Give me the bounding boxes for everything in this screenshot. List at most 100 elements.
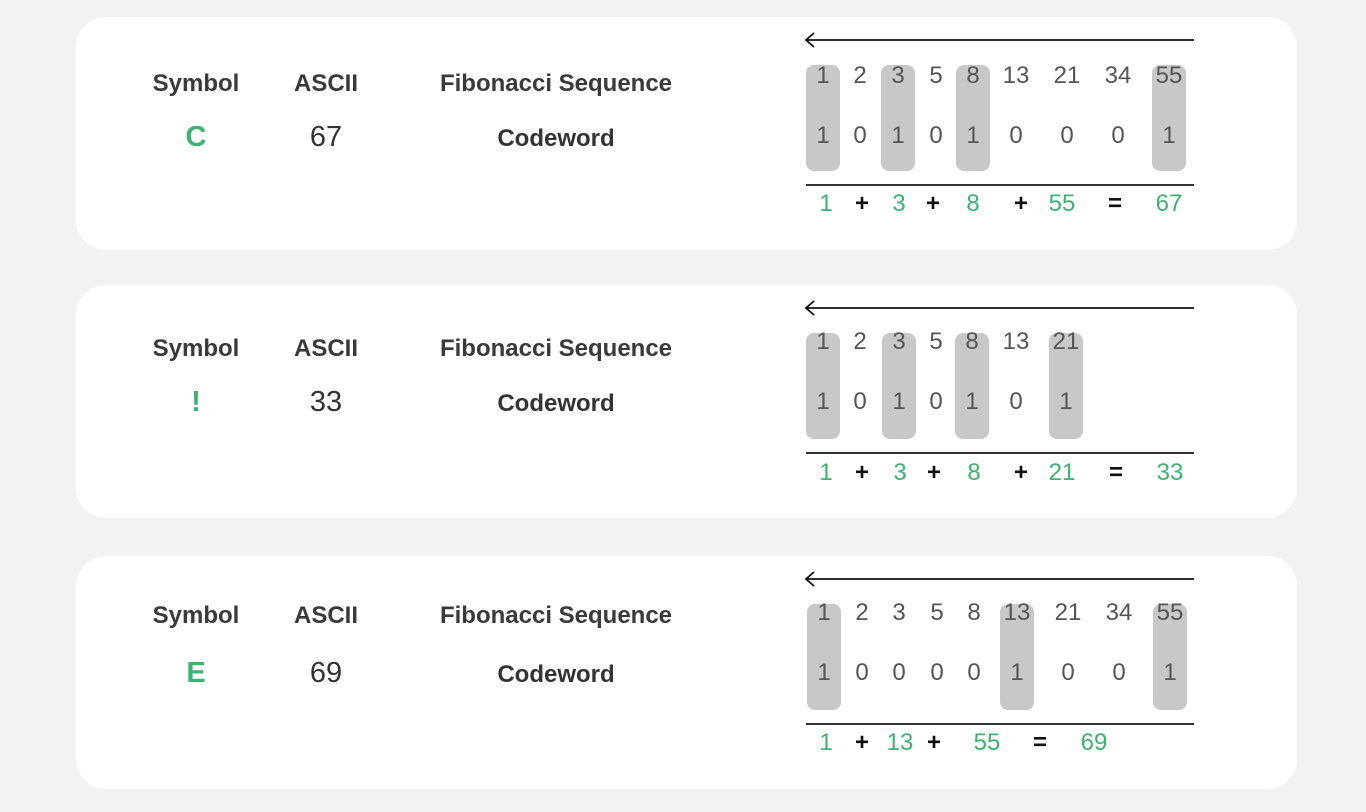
ascii-value: 67 — [309, 121, 343, 153]
sum-separator-line — [806, 452, 1194, 454]
fibonacci-term: 2 — [853, 328, 867, 355]
fibonacci-term: 2 — [853, 62, 867, 89]
selected-term-highlight — [1000, 604, 1034, 710]
fibonacci-term: 34 — [1104, 62, 1132, 89]
equation-operator: + — [1013, 190, 1029, 217]
codeword-bit: 0 — [930, 659, 944, 686]
codeword-bit: 1 — [816, 122, 830, 149]
fibonacci-term: 3 — [891, 62, 905, 89]
equation-term: 67 — [1155, 190, 1183, 217]
codeword-bit: 1 — [891, 122, 905, 149]
sum-separator-line — [806, 723, 1194, 725]
equation-operator: + — [926, 729, 942, 756]
codeword-bit: 1 — [965, 388, 979, 415]
equation-term: 3 — [893, 459, 907, 486]
fibonacci-term: 55 — [1156, 599, 1184, 626]
ascii-header: ASCII — [293, 335, 359, 362]
symbol-value: C — [185, 121, 207, 153]
codeword-label: Codeword — [497, 125, 615, 152]
symbol-header: Symbol — [152, 70, 240, 97]
fibonacci-term: 13 — [1003, 599, 1031, 626]
codeword-bit: 0 — [1060, 122, 1074, 149]
codeword-bit: 0 — [1009, 122, 1023, 149]
codeword-bit: 1 — [1162, 122, 1176, 149]
codeword-bit: 0 — [1112, 659, 1126, 686]
equation-term: 1 — [819, 190, 833, 217]
symbol-value: E — [186, 657, 206, 689]
ascii-value: 33 — [309, 386, 343, 418]
ascii-header: ASCII — [293, 602, 359, 629]
symbol-card: Symbol ASCII Fibonacci Sequence E 69 Codeword… — [76, 556, 1297, 789]
equation-operator: + — [854, 729, 870, 756]
fibonacci-term: 21 — [1053, 62, 1081, 89]
selected-term-highlight — [881, 65, 915, 171]
fibonacci-term: 5 — [929, 328, 943, 355]
fibonacci-term: 1 — [817, 599, 831, 626]
fibonacci-term: 8 — [967, 599, 981, 626]
codeword-bit: 0 — [855, 659, 869, 686]
symbol-value: ! — [191, 386, 201, 418]
equation-term: 1 — [819, 459, 833, 486]
sum-separator-line — [806, 184, 1194, 186]
codeword-label: Codeword — [497, 390, 615, 417]
equation-operator: + — [854, 190, 870, 217]
selected-term-highlight — [882, 333, 916, 439]
equation-term: 55 — [1048, 190, 1076, 217]
equation-operator: + — [925, 190, 941, 217]
ascii-value: 69 — [309, 657, 343, 689]
codeword-bit: 0 — [892, 659, 906, 686]
selected-term-highlight — [956, 65, 990, 171]
fibonacci-term: 1 — [816, 62, 830, 89]
equation-operator: = — [1032, 729, 1048, 756]
codeword-bit: 0 — [1111, 122, 1125, 149]
fibonacci-term: 55 — [1155, 62, 1183, 89]
symbol-header: Symbol — [152, 335, 240, 362]
codeword-bit: 1 — [1163, 659, 1177, 686]
fibonacci-sequence-header: Fibonacci Sequence — [439, 335, 673, 362]
codeword-bit: 0 — [929, 388, 943, 415]
fibonacci-term: 5 — [930, 599, 944, 626]
equation-term: 21 — [1048, 459, 1076, 486]
selected-term-highlight — [807, 604, 841, 710]
fibonacci-term: 8 — [965, 328, 979, 355]
equation-operator: + — [926, 459, 942, 486]
equation-term: 13 — [886, 729, 914, 756]
selected-term-highlight — [806, 333, 840, 439]
direction-arrow-icon — [804, 32, 1194, 48]
direction-arrow-icon — [804, 571, 1194, 587]
fibonacci-term: 5 — [929, 62, 943, 89]
equation-term: 1 — [819, 729, 833, 756]
selected-term-highlight — [806, 65, 840, 171]
equation-operator: + — [854, 459, 870, 486]
codeword-bit: 0 — [853, 388, 867, 415]
selected-term-highlight — [955, 333, 989, 439]
codeword-bit: 0 — [853, 122, 867, 149]
equation-term: 55 — [973, 729, 1001, 756]
equation-operator: = — [1108, 459, 1124, 486]
equation-term: 69 — [1080, 729, 1108, 756]
codeword-bit: 1 — [816, 388, 830, 415]
direction-arrow-icon — [804, 300, 1194, 316]
fibonacci-term: 13 — [1002, 62, 1030, 89]
codeword-bit: 0 — [1009, 388, 1023, 415]
equation-term: 3 — [892, 190, 906, 217]
symbol-header: Symbol — [152, 602, 240, 629]
codeword-label: Codeword — [497, 661, 615, 688]
fibonacci-sequence-header: Fibonacci Sequence — [439, 70, 673, 97]
codeword-bit: 1 — [817, 659, 831, 686]
ascii-header: ASCII — [293, 70, 359, 97]
equation-operator: = — [1107, 190, 1123, 217]
codeword-bit: 0 — [967, 659, 981, 686]
fibonacci-term: 2 — [855, 599, 869, 626]
fibonacci-term: 3 — [892, 328, 906, 355]
symbol-card: Symbol ASCII Fibonacci Sequence C 67 Codeword… — [76, 17, 1297, 250]
equation-term: 33 — [1156, 459, 1184, 486]
codeword-bit: 0 — [929, 122, 943, 149]
selected-term-highlight — [1049, 333, 1083, 439]
fibonacci-term: 1 — [816, 328, 830, 355]
fibonacci-term: 13 — [1002, 328, 1030, 355]
fibonacci-term: 34 — [1105, 599, 1133, 626]
symbol-card: Symbol ASCII Fibonacci Sequence! 33 Codeword… — [76, 285, 1297, 518]
fibonacci-sequence-header: Fibonacci Sequence — [439, 602, 673, 629]
equation-term: 8 — [967, 459, 981, 486]
